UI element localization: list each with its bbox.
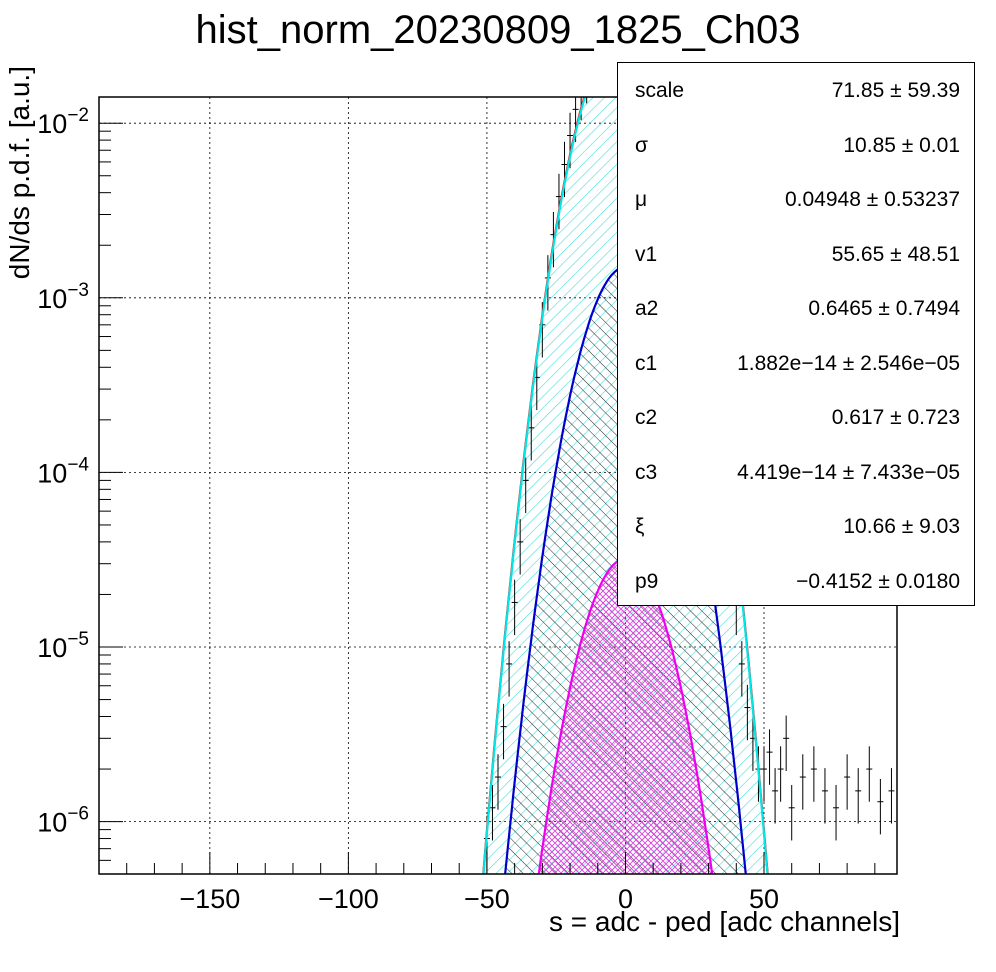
axis-ticks <box>98 122 876 874</box>
y-axis-label: dN/ds p.d.f. [a.u.] <box>4 66 35 280</box>
stat-value: 0.6465 ± 0.7494 <box>808 297 960 320</box>
stat-name: v1 <box>635 242 658 266</box>
stat-row: c1 1.882e−14 ± 2.546e−05 <box>618 336 976 390</box>
stat-row: a2 0.6465 ± 0.7494 <box>618 281 976 335</box>
x-tick-label: 50 <box>749 884 779 914</box>
y-tick-label: 10−4 <box>37 454 89 488</box>
stat-value: 10.66 ± 9.03 <box>843 515 960 538</box>
fit-parameters-box: scale 71.85 ± 59.39 σ 10.85 ± 0.01 μ 0.04948 … <box>617 62 975 606</box>
stat-value: 0.617 ± 0.723 <box>831 406 960 429</box>
y-tick-label: 10−5 <box>37 629 89 663</box>
y-tick-label: 10−2 <box>37 105 89 139</box>
stat-value: −0.4152 ± 0.0180 <box>796 569 960 593</box>
x-axis-label: s = adc - ped [adc channels] <box>549 906 900 937</box>
stat-value: 4.419e−14 ± 7.433e−05 <box>737 460 960 484</box>
stat-name: a2 <box>635 297 659 320</box>
tick-labels: −150 −100 −50 0 50 10−6 10−5 10−4 10−3 10−2 <box>37 105 779 914</box>
stat-value: 0.04948 ± 0.53237 <box>784 188 960 211</box>
stat-row: scale 71.85 ± 59.39 <box>618 63 976 117</box>
stat-name: c2 <box>635 406 658 429</box>
x-tick-label: −100 <box>318 884 379 914</box>
stat-row: v1 55.65 ± 48.51 <box>618 227 976 281</box>
stat-name: μ <box>635 188 648 211</box>
stat-name: ξ <box>635 515 645 538</box>
stat-value: 10.85 ± 0.01 <box>843 133 960 157</box>
stat-name: c3 <box>635 460 658 484</box>
stat-value: 71.85 ± 59.39 <box>831 79 960 102</box>
stat-value: 55.65 ± 48.51 <box>831 242 960 266</box>
y-tick-label: 10−3 <box>37 280 89 314</box>
stat-value: 1.882e−14 ± 2.546e−05 <box>737 351 960 375</box>
stat-row: μ 0.04948 ± 0.53237 <box>618 172 976 226</box>
stat-row: c2 0.617 ± 0.723 <box>618 390 976 444</box>
stat-name: p9 <box>635 569 659 593</box>
y-tick-label: 10−6 <box>37 804 89 838</box>
x-tick-label: −150 <box>179 884 240 914</box>
x-tick-label: 0 <box>618 884 633 914</box>
stat-name: c1 <box>635 351 658 375</box>
stat-row: σ 10.85 ± 0.01 <box>618 118 976 172</box>
x-tick-label: −50 <box>464 884 510 914</box>
stat-name: scale <box>635 79 685 102</box>
chart-title: hist_norm_20230809_1825_Ch03 <box>195 8 801 52</box>
stat-name: σ <box>635 133 648 157</box>
stat-row: c3 4.419e−14 ± 7.433e−05 <box>618 445 976 499</box>
stat-row: ξ 10.66 ± 9.03 <box>618 499 976 553</box>
stat-row: p9 −0.4152 ± 0.0180 <box>618 554 976 608</box>
